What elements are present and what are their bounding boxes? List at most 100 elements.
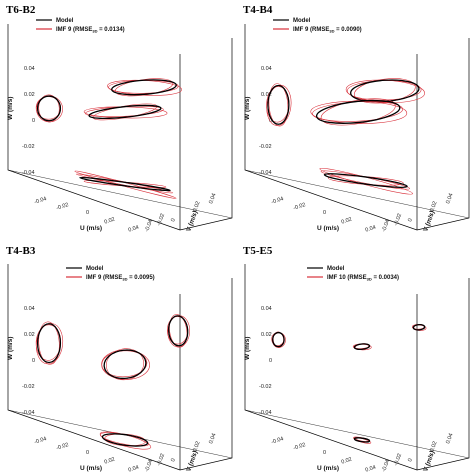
model-orbit-side_wall — [36, 95, 62, 122]
panel-label: T4-B4 — [243, 4, 273, 16]
u-axis-label: U (m/s) — [80, 465, 102, 472]
series-layer — [266, 78, 425, 195]
model-orbit-floor — [353, 437, 371, 443]
u-axis: -0.04 -0.02 0 0.02 0.04 U (m/s) — [34, 436, 140, 474]
model-orbit-floor — [101, 433, 149, 447]
panel-t5-e5: T5-E5 Model IMF 10 (RMSE3D = 0.0034) 0.0… — [243, 245, 470, 474]
model-orbit-trajectory — [88, 104, 162, 120]
back-floor-edge — [244, 409, 470, 459]
imf-trace-floor — [74, 170, 177, 199]
panel-t4-b4: T4-B4 Model IMF 9 (RMSE3D = 0.0090) 0.04… — [243, 4, 470, 234]
u-tick-label: -0.02 — [293, 442, 307, 452]
panel-label: T6-B2 — [6, 4, 36, 16]
model-orbit-trajectory — [315, 99, 401, 124]
w-axis: 0.04 0.02 0 -0.02 -0.04 W (m/s) — [244, 306, 272, 416]
legend: Model IMF 9 (RMSE3D = 0.0134) — [36, 18, 125, 34]
v-tick-label: -0.04 — [144, 219, 154, 233]
v-axis-label: V (m/s) — [422, 450, 436, 473]
legend: Model IMF 10 (RMSE3D = 0.0034) — [307, 266, 399, 282]
u-tick-label: 0 — [323, 450, 326, 456]
imf-trace-trajectory — [101, 349, 150, 380]
w-tick-label: 0 — [269, 358, 272, 364]
imf-trace-side_wall — [38, 321, 60, 365]
v-tick-label: 0 — [170, 218, 177, 223]
model-orbit-floor — [323, 173, 408, 188]
u-tick-label: -0.04 — [271, 436, 285, 446]
u-axis: -0.04 -0.02 0 0.02 0.04 U (m/s) — [271, 196, 377, 234]
imf-trace-side_wall — [35, 323, 64, 365]
w-tick-label: -0.02 — [259, 144, 272, 150]
v-axis-label: V (m/s) — [422, 210, 436, 233]
series-layer — [271, 323, 427, 444]
u-tick-label: 0.04 — [365, 465, 377, 474]
v-tick-label: 0 — [170, 458, 177, 463]
v-axis-label: V (m/s) — [185, 450, 199, 473]
v-tick-label: 0.04 — [208, 433, 217, 445]
w-tick-label: -0.02 — [22, 384, 35, 390]
imf-trace-back_wall — [346, 80, 422, 101]
u-tick-label: 0 — [86, 210, 89, 216]
u-tick-label: 0.02 — [104, 217, 116, 226]
model-orbit-floor — [79, 176, 171, 192]
imf-trace-side_wall — [266, 84, 292, 126]
v-tick-label: -0.02 — [156, 213, 166, 227]
model-orbit-trajectory — [353, 343, 371, 351]
w-tick-label: 0.04 — [24, 306, 35, 312]
w-tick-label: 0.02 — [24, 92, 35, 98]
legend-imf-label: IMF 9 (RMSE3D = 0.0134) — [56, 27, 125, 34]
u-tick-label: -0.02 — [56, 442, 70, 452]
w-tick-label: -0.04 — [259, 410, 272, 416]
v-tick-label: -0.02 — [393, 453, 403, 467]
v-tick-label: -0.02 — [156, 453, 166, 467]
v-tick-label: 0.04 — [445, 193, 454, 205]
v-tick-label: -0.04 — [144, 459, 154, 473]
imf-trace-back_wall — [169, 314, 188, 348]
imf-trace-floor — [320, 170, 410, 190]
back-floor-edge — [244, 169, 470, 219]
u-tick-label: 0.02 — [341, 457, 353, 466]
w-axis: 0.04 0.02 0 -0.02 -0.04 W (m/s) — [244, 66, 272, 176]
u-tick-label: 0.04 — [128, 225, 140, 234]
legend-imf-label: IMF 9 (RMSE3D = 0.0095) — [86, 275, 155, 282]
w-tick-label: 0.02 — [261, 92, 272, 98]
u-axis-label: U (m/s) — [80, 225, 102, 232]
w-axis-label: W (m/s) — [244, 337, 251, 360]
imf-trace-floor — [83, 180, 167, 188]
u-axis-label: U (m/s) — [317, 225, 339, 232]
w-tick-label: 0.04 — [261, 66, 272, 72]
w-axis: 0.04 0.02 0 -0.02 -0.04 W (m/s) — [7, 306, 35, 416]
w-tick-label: -0.04 — [259, 170, 272, 176]
w-tick-label: 0.04 — [261, 306, 272, 312]
w-tick-label: 0 — [269, 118, 272, 124]
v-tick-label: 0.02 — [429, 201, 438, 213]
w-tick-label: 0 — [32, 118, 35, 124]
w-axis-label: W (m/s) — [7, 97, 14, 120]
legend-model-label: Model — [327, 266, 345, 272]
imf-trace-trajectory — [92, 103, 158, 121]
panel-label: T5-E5 — [243, 245, 273, 257]
model-orbit-back_wall — [111, 79, 177, 96]
u-tick-label: -0.02 — [293, 202, 307, 212]
w-tick-label: -0.02 — [22, 144, 35, 150]
model-orbit-side_wall — [36, 323, 62, 364]
v-tick-label: 0 — [407, 218, 414, 223]
legend-imf-label: IMF 9 (RMSE3D = 0.0090) — [293, 27, 362, 34]
v-tick-label: 0 — [407, 458, 414, 463]
u-tick-label: 0.04 — [365, 225, 377, 234]
w-axis-label: W (m/s) — [7, 337, 14, 360]
u-tick-label: -0.04 — [34, 196, 48, 206]
w-tick-label: 0.04 — [24, 66, 35, 72]
u-tick-label: 0.04 — [128, 465, 140, 474]
v-tick-label: 0.04 — [445, 433, 454, 445]
w-axis: 0.04 0.02 0 -0.02 -0.04 W (m/s) — [7, 66, 35, 176]
v-axis-label: V (m/s) — [185, 210, 199, 233]
imf-trace-side_wall — [268, 83, 289, 127]
u-tick-label: -0.04 — [271, 196, 285, 206]
u-tick-label: 0.02 — [341, 217, 353, 226]
legend: Model IMF 9 (RMSE3D = 0.0090) — [273, 18, 362, 34]
legend-imf-label: IMF 10 (RMSE3D = 0.0034) — [327, 275, 399, 282]
panel-t6-b2: T6-B2 Model IMF 9 (RMSE3D = 0.0134) 0.04… — [6, 4, 233, 234]
u-axis: -0.04 -0.02 0 0.02 0.04 U (m/s) — [271, 436, 377, 474]
legend-model-label: Model — [293, 18, 311, 24]
v-tick-label: 0.02 — [429, 441, 438, 453]
